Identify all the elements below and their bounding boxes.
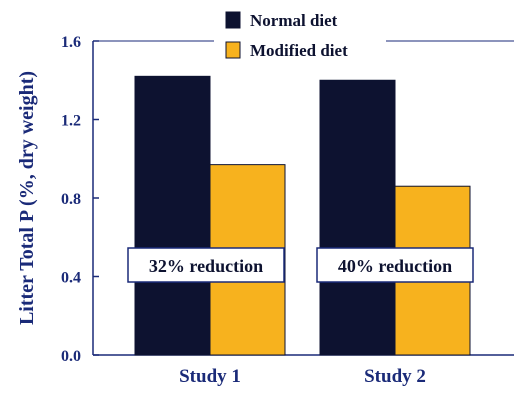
annotation-box bbox=[316, 247, 474, 283]
annotations: 32% reduction 40% reduction bbox=[127, 247, 474, 283]
x-tick-label: Study 2 bbox=[364, 366, 426, 387]
annotation-label: 32% reduction bbox=[149, 256, 263, 276]
annotation-box bbox=[127, 247, 285, 283]
y-tick-label: 1.2 bbox=[61, 113, 81, 130]
legend-background bbox=[214, 6, 386, 68]
annotation-label: 40% reduction bbox=[338, 256, 452, 276]
bar-normal-diet-2 bbox=[319, 79, 396, 356]
x-tick-label: Study 1 bbox=[179, 366, 241, 387]
y-axis-label: Litter Total P (%, dry weight) bbox=[16, 71, 38, 325]
bar-normal-diet-1 bbox=[134, 75, 211, 356]
legend: Normal diet Modified diet bbox=[214, 6, 386, 68]
legend-swatch bbox=[225, 11, 241, 29]
y-tick-label: 1.6 bbox=[61, 34, 81, 51]
y-tick-label: 0.4 bbox=[61, 270, 81, 287]
y-tick-label: 0.8 bbox=[61, 191, 81, 208]
legend-label: Modified diet bbox=[250, 41, 348, 60]
bars bbox=[134, 75, 471, 356]
legend-swatch bbox=[225, 41, 241, 59]
legend-label: Normal diet bbox=[250, 11, 338, 30]
y-tick-label: 0.0 bbox=[61, 348, 81, 365]
